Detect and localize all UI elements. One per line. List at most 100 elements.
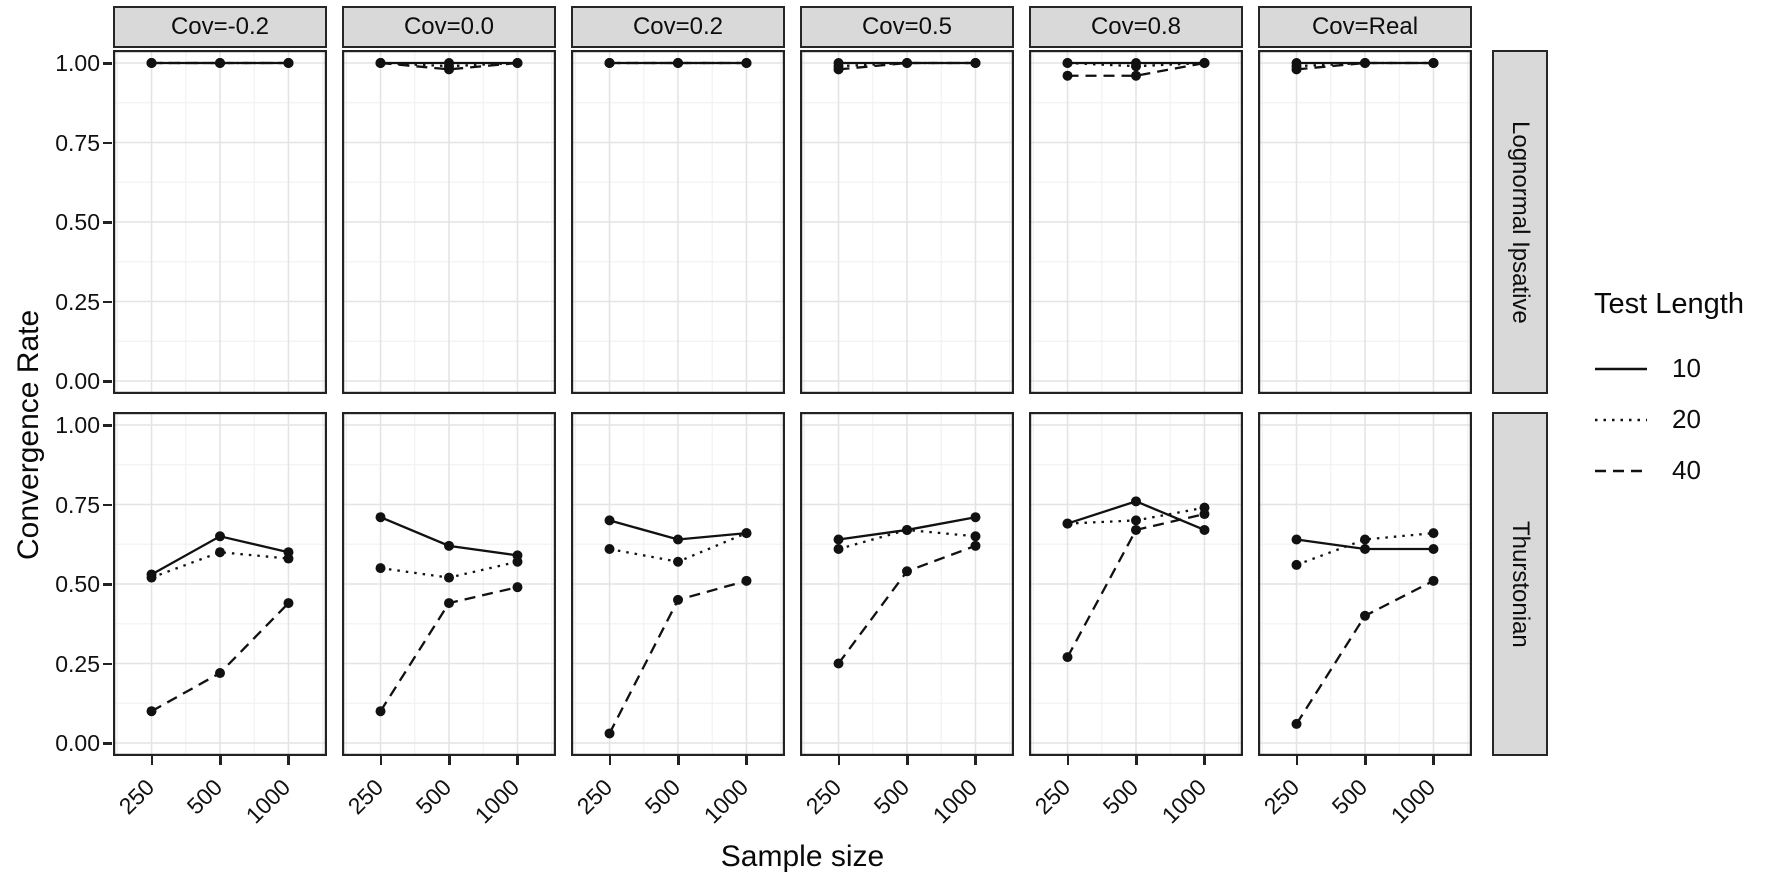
x-tick-mark — [745, 756, 748, 765]
x-tick-label: 250 — [1029, 773, 1075, 820]
facet-panel-r1-c0 — [113, 412, 327, 756]
x-tick-mark — [516, 756, 519, 765]
x-tick-label: 500 — [1326, 773, 1373, 820]
data-point — [1199, 524, 1210, 535]
x-tick-label: 1000 — [470, 773, 525, 829]
data-point — [741, 575, 752, 586]
y-tick-label: 0.75 — [55, 491, 100, 518]
solid-line-icon — [1595, 367, 1647, 370]
y-tick-mark — [103, 662, 112, 665]
data-point — [1428, 544, 1439, 555]
data-point — [375, 563, 386, 574]
x-tick-mark — [287, 756, 290, 765]
data-point — [146, 572, 157, 583]
y-tick-label: 1.00 — [55, 50, 100, 76]
data-point — [604, 728, 615, 739]
x-tick-mark — [1203, 756, 1206, 765]
data-point — [512, 556, 523, 567]
legend-entry-20: 20 — [1594, 394, 1772, 445]
facet-column-label: Cov=0.0 — [403, 13, 495, 40]
x-tick-mark — [1066, 756, 1070, 765]
facet-column-label: Cov=0.5 — [861, 13, 953, 40]
data-point — [444, 540, 454, 551]
y-tick-label: 0.50 — [55, 571, 100, 597]
facet-column-label: Cov=-0.2 — [170, 13, 270, 40]
data-point — [604, 544, 615, 555]
data-point — [1062, 70, 1073, 81]
data-point — [215, 58, 225, 68]
x-tick-mark — [906, 756, 909, 765]
x-tick-mark — [974, 756, 977, 765]
x-tick-mark — [677, 756, 680, 765]
series-line-40 — [1296, 61, 1434, 71]
facet-column-strip: Cov=0.0 — [342, 6, 556, 48]
legend-entry-10: 10 — [1594, 343, 1772, 394]
data-point — [833, 658, 844, 669]
facet-row-label: Thurstonian — [1507, 520, 1534, 648]
data-point — [283, 598, 294, 609]
y-tick-label: 1.00 — [55, 412, 100, 438]
x-tick-label: 1000 — [928, 773, 983, 829]
legend-entry-40: 40 — [1594, 445, 1772, 496]
data-point — [512, 582, 523, 593]
data-point — [1062, 518, 1073, 529]
facet-row-strip: Lognormal Ipsative — [1492, 50, 1548, 394]
x-tick-label: 500 — [1097, 773, 1144, 820]
y-tick-mark — [103, 583, 112, 586]
facet-row-label: Lognormal Ipsative — [1507, 120, 1534, 324]
data-point — [673, 594, 683, 605]
facet-panel-r0-c0 — [113, 50, 327, 394]
data-point — [444, 572, 454, 583]
data-point — [1291, 559, 1302, 570]
y-tick-mark — [103, 62, 112, 65]
facet-panel-r1-c3 — [800, 412, 1014, 756]
x-tick-mark — [150, 756, 154, 765]
data-point — [444, 598, 454, 609]
data-point — [741, 58, 752, 68]
y-tick-mark — [103, 380, 112, 383]
data-point — [902, 566, 912, 577]
x-tick-label: 1000 — [699, 773, 754, 829]
data-point — [833, 544, 844, 555]
data-point — [902, 524, 912, 535]
facet-panel-r0-c1 — [342, 50, 556, 394]
data-point — [1131, 515, 1141, 526]
data-point — [1428, 575, 1439, 586]
data-point — [1131, 70, 1141, 81]
data-point — [375, 512, 386, 523]
series-line-40 — [838, 61, 976, 71]
data-point — [215, 668, 225, 679]
x-tick-label: 250 — [571, 773, 617, 820]
data-point — [673, 556, 683, 567]
x-tick-label: 500 — [639, 773, 686, 820]
data-point — [1360, 58, 1370, 68]
data-point — [1199, 58, 1210, 68]
facet-column-strip: Cov=0.2 — [571, 6, 785, 48]
data-point — [1360, 610, 1370, 621]
legend-label: 20 — [1672, 404, 1701, 434]
y-tick-mark — [103, 141, 112, 144]
data-point — [215, 547, 225, 558]
data-point — [146, 58, 157, 68]
data-point — [1062, 652, 1073, 663]
data-point — [741, 528, 752, 539]
data-point — [970, 531, 981, 542]
x-tick-mark — [448, 756, 451, 765]
dashed-line-icon — [1595, 469, 1647, 472]
x-tick-mark — [1432, 756, 1435, 765]
data-point — [1360, 534, 1370, 545]
x-tick-label: 250 — [800, 773, 846, 820]
data-point — [146, 706, 157, 717]
facet-panel-r1-c4 — [1029, 412, 1243, 756]
data-point — [1062, 58, 1073, 68]
data-point — [1428, 528, 1439, 539]
data-point — [1291, 534, 1302, 545]
data-point — [215, 531, 225, 542]
data-point — [970, 58, 981, 68]
facet-panel-r0-c2 — [571, 50, 785, 394]
data-point — [1428, 58, 1439, 68]
data-point — [833, 534, 844, 545]
y-tick-label: 0.00 — [55, 730, 100, 756]
y-tick-label: 0.25 — [55, 650, 100, 677]
